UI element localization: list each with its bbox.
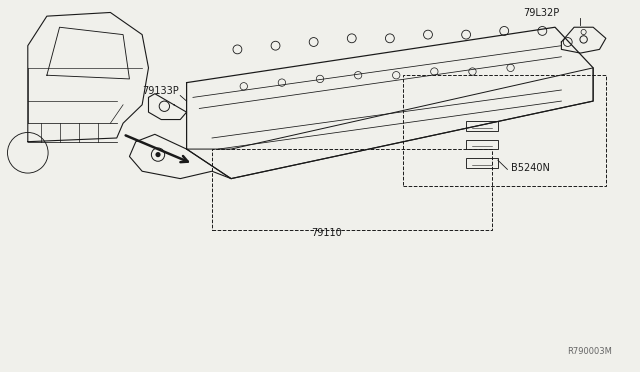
Text: B5240N: B5240N	[511, 163, 550, 173]
Bar	[466, 158, 498, 167]
Text: 79110: 79110	[311, 228, 342, 238]
Text: R790003M: R790003M	[567, 347, 612, 356]
Circle shape	[156, 152, 161, 157]
Bar	[403, 75, 606, 186]
Bar	[466, 121, 498, 131]
Text: 79L32P: 79L32P	[524, 8, 559, 18]
Text: 79133P: 79133P	[142, 86, 179, 96]
Bar	[466, 140, 498, 149]
Bar	[212, 149, 492, 230]
